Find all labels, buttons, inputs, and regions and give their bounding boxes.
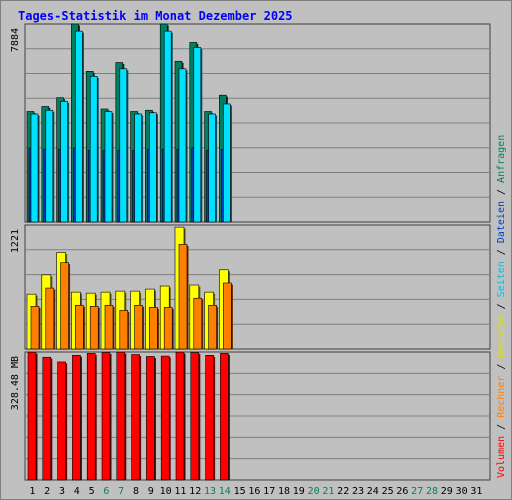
- bar-seiten-day-3: [61, 101, 68, 222]
- x-tick-label: 3: [59, 486, 65, 497]
- bar-rechner-day-13: [209, 305, 217, 349]
- bar-rechner-day-8: [135, 305, 143, 349]
- bar-volumen-day-13: [206, 355, 214, 480]
- x-tick-label: 5: [89, 486, 95, 497]
- bar-volumen-day-4: [72, 355, 80, 480]
- x-tick-label: 6: [103, 486, 109, 497]
- bar-seiten-day-8: [135, 114, 142, 222]
- legend-item-volumen: Volumen: [496, 436, 507, 478]
- legend-item-rechner: Rechner: [496, 376, 507, 418]
- bar-seiten-day-4: [75, 31, 82, 222]
- x-tick-label: 21: [322, 486, 334, 497]
- bar-rechner-day-11: [179, 244, 187, 349]
- x-tick-label: 17: [263, 486, 275, 497]
- legend-separator: /: [496, 418, 507, 436]
- legend-item-besuche: Besuche: [496, 315, 507, 357]
- chart-title: Tages-Statistik im Monat Dezember 2025: [18, 9, 293, 23]
- bar-volumen-day-9: [146, 356, 154, 480]
- x-tick-label: 18: [278, 486, 290, 497]
- bar-seiten-day-9: [149, 113, 156, 222]
- bar-rechner-day-12: [194, 298, 202, 349]
- bar-seiten-day-14: [223, 104, 230, 222]
- x-tick-label: 7: [118, 486, 124, 497]
- bar-volumen-day-12: [191, 353, 199, 480]
- bar-volumen-day-7: [117, 352, 125, 480]
- bar-volumen-day-1: [28, 352, 36, 480]
- x-tick-label: 31: [470, 486, 482, 497]
- x-tick-label: 9: [148, 486, 154, 497]
- bar-seiten-day-11: [179, 69, 186, 222]
- x-tick-label: 16: [248, 486, 260, 497]
- legend-item-dateien: Dateien: [496, 201, 507, 243]
- x-tick-label: 14: [219, 486, 231, 497]
- x-tick-label: 23: [352, 486, 364, 497]
- bar-rechner-day-7: [120, 310, 128, 349]
- x-tick-label: 30: [456, 486, 468, 497]
- x-tick-label: 4: [74, 486, 80, 497]
- legend-item-seiten: Seiten: [496, 261, 507, 297]
- bar-volumen-day-6: [102, 353, 110, 480]
- x-tick-label: 26: [396, 486, 408, 497]
- panel-middle: 1221: [10, 225, 490, 349]
- bar-volumen-day-2: [43, 357, 51, 480]
- bar-rechner-day-3: [61, 263, 69, 349]
- x-tick-label: 28: [426, 486, 438, 497]
- x-tick-label: 12: [189, 486, 201, 497]
- bar-rechner-day-10: [164, 307, 172, 349]
- legend-text: Volumen / Rechner / Besuche / Seiten / D…: [496, 135, 507, 478]
- bar-volumen-day-14: [220, 353, 228, 480]
- x-tick-label: 19: [293, 486, 305, 497]
- bar-seiten-day-1: [31, 114, 38, 222]
- bar-seiten-day-12: [194, 47, 201, 222]
- bar-rechner-day-9: [149, 307, 157, 349]
- legend-separator: /: [496, 358, 507, 376]
- legend-separator: /: [496, 183, 507, 201]
- x-tick-label: 11: [174, 486, 186, 497]
- x-tick-label: 10: [160, 486, 172, 497]
- bar-seiten-day-2: [46, 110, 53, 222]
- x-tick-label: 2: [44, 486, 50, 497]
- bar-rechner-day-6: [105, 305, 113, 349]
- x-tick-label: 20: [308, 486, 320, 497]
- legend-separator: /: [496, 297, 507, 315]
- panel-middle-max-label: 1221: [10, 229, 21, 253]
- bar-volumen-day-11: [176, 352, 184, 480]
- x-tick-label: 29: [441, 486, 453, 497]
- panel-top: 7884: [10, 24, 490, 222]
- x-tick-label: 24: [367, 486, 379, 497]
- panels-layer: 7884 1221 328.48 MB: [10, 24, 490, 480]
- bar-rechner-day-1: [31, 306, 39, 349]
- bar-seiten-day-10: [164, 31, 171, 222]
- bar-volumen-day-3: [58, 362, 66, 480]
- legend-separator: /: [496, 243, 507, 261]
- x-tick-label: 22: [337, 486, 349, 497]
- legend-item-anfragen: Anfragen: [496, 135, 507, 183]
- bar-seiten-day-13: [209, 114, 216, 222]
- bar-volumen-day-5: [87, 353, 95, 480]
- bar-rechner-day-5: [90, 306, 98, 349]
- panel-bottom-max-label: 328.48 MB: [10, 356, 21, 410]
- panel-bottom: 328.48 MB: [10, 352, 490, 480]
- x-tick-label: 15: [234, 486, 246, 497]
- x-tick-label: 27: [411, 486, 423, 497]
- bar-volumen-day-10: [161, 356, 169, 480]
- bar-seiten-day-6: [105, 111, 112, 222]
- bar-rechner-day-14: [223, 283, 231, 349]
- bar-rechner-day-2: [46, 288, 54, 349]
- x-tick-label: 13: [204, 486, 216, 497]
- bar-seiten-day-5: [90, 76, 97, 222]
- x-tick-label: 25: [382, 486, 394, 497]
- x-tick-label: 8: [133, 486, 139, 497]
- bar-rechner-day-4: [75, 305, 83, 349]
- bar-volumen-day-8: [132, 355, 140, 480]
- bar-seiten-day-7: [120, 69, 127, 222]
- right-legend: Volumen / Rechner / Besuche / Seiten / D…: [496, 135, 507, 478]
- x-tick-label: 1: [29, 486, 35, 497]
- panel-top-max-label: 7884: [10, 28, 21, 52]
